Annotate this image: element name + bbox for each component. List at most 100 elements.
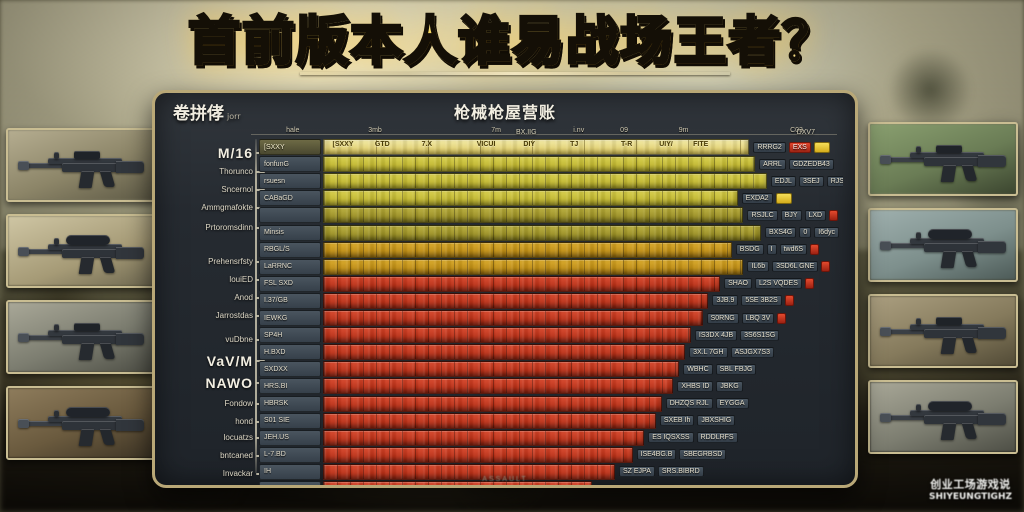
dmr-thumb[interactable]: BIBIQN IU bbox=[868, 122, 1018, 196]
table-row[interactable]: S01 SIE SXEB Ih JBXSHIG bbox=[259, 412, 843, 429]
row-value-bar bbox=[323, 207, 744, 224]
row-value-bar bbox=[323, 327, 691, 344]
red-swatch bbox=[810, 244, 820, 256]
carbine-sky-thumb[interactable] bbox=[868, 208, 1018, 282]
desert-rifle-thumb[interactable] bbox=[6, 386, 156, 460]
rifle-part-rail bbox=[48, 330, 122, 336]
rifle-part-upper bbox=[924, 415, 980, 424]
row-stat-chips: DHZQS RJL EYGGA bbox=[662, 396, 843, 412]
row-label: Fondow bbox=[224, 399, 253, 408]
row-name-cell: JEH.US bbox=[259, 429, 321, 446]
row-label: vuDbne bbox=[225, 335, 253, 344]
axis-tick-label: C03 bbox=[790, 127, 803, 134]
channel-watermark: 创业工场游戏说 SHIYEUNGTIGHZ bbox=[929, 478, 1012, 502]
table-row[interactable]: IEWKG S0RNG LBQ 3V bbox=[259, 310, 843, 326]
table-row[interactable]: IH SZ EJPA SRS.BIBRD bbox=[259, 463, 843, 480]
axis-tick-label: hale bbox=[286, 127, 300, 134]
bar-texture bbox=[324, 482, 591, 485]
bar-texture bbox=[324, 225, 760, 240]
stat-chip: XHBS ID bbox=[677, 380, 714, 392]
table-row[interactable]: CABaGD EXDA2 bbox=[259, 190, 843, 207]
table-row[interactable]: HRS.BI XHBS ID JBKG bbox=[259, 378, 843, 395]
row-stat-chips: EDJL3SEJRJS- bbox=[767, 173, 843, 189]
row-value-bar bbox=[323, 241, 732, 258]
rifle-part-rail bbox=[910, 238, 984, 244]
rifle-part-barrel bbox=[20, 335, 66, 340]
table-row[interactable]: L-7.BD ISE4BG.B SBEGRBSD bbox=[259, 446, 843, 463]
row-value-bar bbox=[323, 310, 703, 326]
row-name-cell: fonfunG bbox=[259, 156, 321, 173]
bench-rifle-thumb[interactable] bbox=[868, 294, 1018, 368]
table-row[interactable]: Minsis BXS4G 0 I6dyc bbox=[259, 224, 843, 241]
panel-corner-sub: jorr bbox=[227, 112, 241, 121]
rifle-part-mag bbox=[940, 251, 957, 268]
rifle-part-scope bbox=[928, 229, 972, 239]
axis-tick-label: 09 bbox=[620, 127, 628, 134]
row-rail-divider bbox=[255, 139, 257, 473]
rifle-part-barrel bbox=[882, 157, 928, 162]
table-row[interactable]: H.BXD 3X.L 7GH ASJGX7S3 bbox=[259, 344, 843, 361]
rifle-part-rail bbox=[48, 158, 122, 164]
row-stat-chips: BXS4G 0 I6dyc bbox=[761, 225, 843, 241]
table-row[interactable]: rsuesn EDJL3SEJRJS- bbox=[259, 173, 843, 190]
row-name-cell: CABaGD bbox=[259, 190, 321, 207]
table-row[interactable]: I.37/GB 3JB.9 5SE 3B2S bbox=[259, 292, 843, 309]
row-value-bar bbox=[323, 173, 767, 190]
bar-gridlines bbox=[324, 464, 614, 479]
row-stat-chips: SHAO L2S VQDES bbox=[720, 276, 843, 292]
table-row[interactable]: JEH.US ES IQSXSS RDDLRFS bbox=[259, 429, 843, 446]
red-swatch bbox=[784, 295, 794, 307]
rifle-part-brake bbox=[880, 327, 891, 336]
row-label: Jarrostdas bbox=[215, 311, 253, 320]
table-row[interactable]: RSJLC BJY LXD bbox=[259, 207, 843, 224]
table-row[interactable]: LaRRNC IL6b 3SD6L GNE bbox=[259, 258, 843, 275]
stat-chip: DHZQS RJL bbox=[665, 398, 713, 409]
stat-chip: SHAO bbox=[724, 278, 752, 290]
row-name-cell: FSL SXD bbox=[259, 275, 321, 292]
scoped-rifle-thumb[interactable] bbox=[868, 380, 1018, 454]
smg-thumb[interactable]: IEMIYO bbox=[6, 214, 156, 288]
table-row[interactable]: HBRSK DHZQS RJL EYGGA bbox=[259, 395, 843, 412]
table-row[interactable]: FSL SXD SHAO L2S VQDES bbox=[259, 275, 843, 292]
rifle-part-grip bbox=[99, 429, 116, 445]
rifle-part-brake bbox=[18, 247, 29, 256]
row-label: Anod bbox=[234, 293, 253, 302]
rifle-thumb[interactable] bbox=[6, 300, 156, 374]
stat-chip: EYGGA bbox=[715, 398, 749, 409]
rifle-part-stock bbox=[978, 241, 1006, 253]
stat-chip: 0 bbox=[799, 227, 812, 238]
table-row[interactable]: JHS=DX HBD.SHBRBXDSX bbox=[259, 481, 843, 485]
M4-carbine-thumb[interactable] bbox=[6, 128, 156, 202]
table-row[interactable]: SXDXX WBHC SBL FBJG bbox=[259, 361, 843, 378]
table-row[interactable]: SP4H IS3DX 4JB 3S6S1SG bbox=[259, 327, 843, 344]
rifle-part-scope bbox=[66, 407, 110, 417]
rifle-part-barrel bbox=[882, 415, 928, 420]
axis-tick-label: 9m bbox=[678, 127, 689, 134]
table-row[interactable]: [SXXY [SXXY GTD 7.X VICUI DIY TJ T-R UIY/FITE RRR… bbox=[259, 139, 843, 155]
rifle-part-upper bbox=[924, 329, 980, 338]
stat-chip: SXEB Ih bbox=[659, 415, 695, 427]
bar-texture bbox=[324, 259, 743, 274]
row-label-tick bbox=[256, 189, 265, 191]
bar-gridlines bbox=[324, 482, 591, 485]
rifle-silhouette bbox=[880, 229, 1008, 270]
bar-gridlines bbox=[324, 379, 673, 394]
row-label: Ammgmafokte bbox=[201, 203, 253, 212]
row-label-tick bbox=[256, 360, 265, 362]
rifle-part-brake bbox=[880, 155, 891, 164]
rifle-part-barrel bbox=[20, 421, 66, 426]
table-row[interactable]: fonfunG ARRL GDZEDB43 bbox=[259, 156, 843, 173]
rifle-part-fsight bbox=[54, 152, 59, 159]
rifle-part-fsight bbox=[916, 146, 921, 153]
row-label: M/16 bbox=[217, 145, 253, 161]
rifle-part-upper bbox=[62, 335, 118, 344]
rifle-part-optic bbox=[936, 317, 962, 325]
rifle-part-barrel bbox=[882, 329, 928, 334]
rifle-part-brake bbox=[880, 413, 891, 422]
bar-gridlines bbox=[324, 396, 661, 411]
axis-tick-label: 3mb bbox=[368, 127, 382, 134]
rifle-part-mag bbox=[940, 423, 957, 440]
bar-gridlines bbox=[324, 311, 702, 325]
row-label: louiED bbox=[229, 275, 253, 284]
